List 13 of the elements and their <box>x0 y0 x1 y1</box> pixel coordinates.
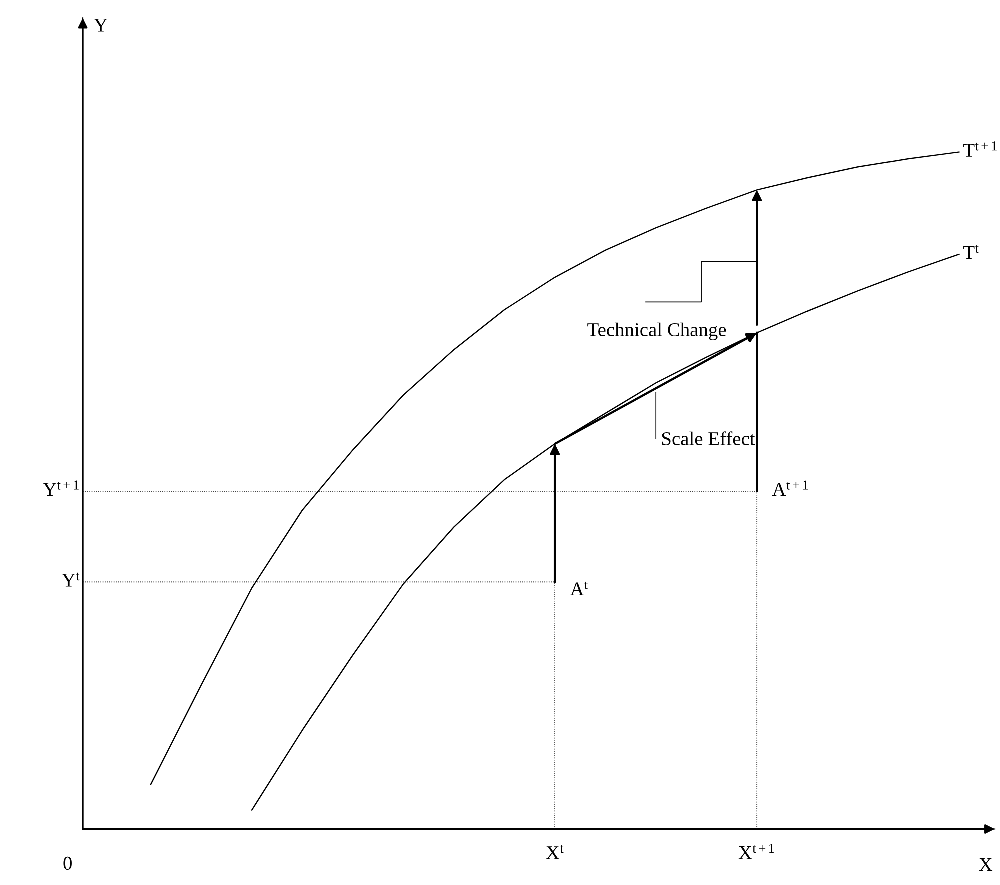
ref-line-label: Y$^{t+1}$ <box>43 480 79 496</box>
annotation: A$^{t}$ <box>570 582 588 596</box>
x-tick-label: X$^{t}$ <box>546 845 564 860</box>
annotation: A$^{t+1}$ <box>772 480 808 496</box>
ref-line-label: Y$^{t}$ <box>62 572 80 587</box>
text: Y <box>94 18 108 32</box>
series-label: T$^{t}$ <box>964 245 979 260</box>
x-tick-label: X$^{t+1}$ <box>738 844 774 860</box>
annotation: Technical Change <box>588 322 726 341</box>
series-label: T$^{t+1}$ <box>964 142 997 157</box>
annotation: Scale Effect <box>662 432 756 446</box>
x-axis-title: X <box>979 858 993 872</box>
text: 0 <box>64 856 72 870</box>
